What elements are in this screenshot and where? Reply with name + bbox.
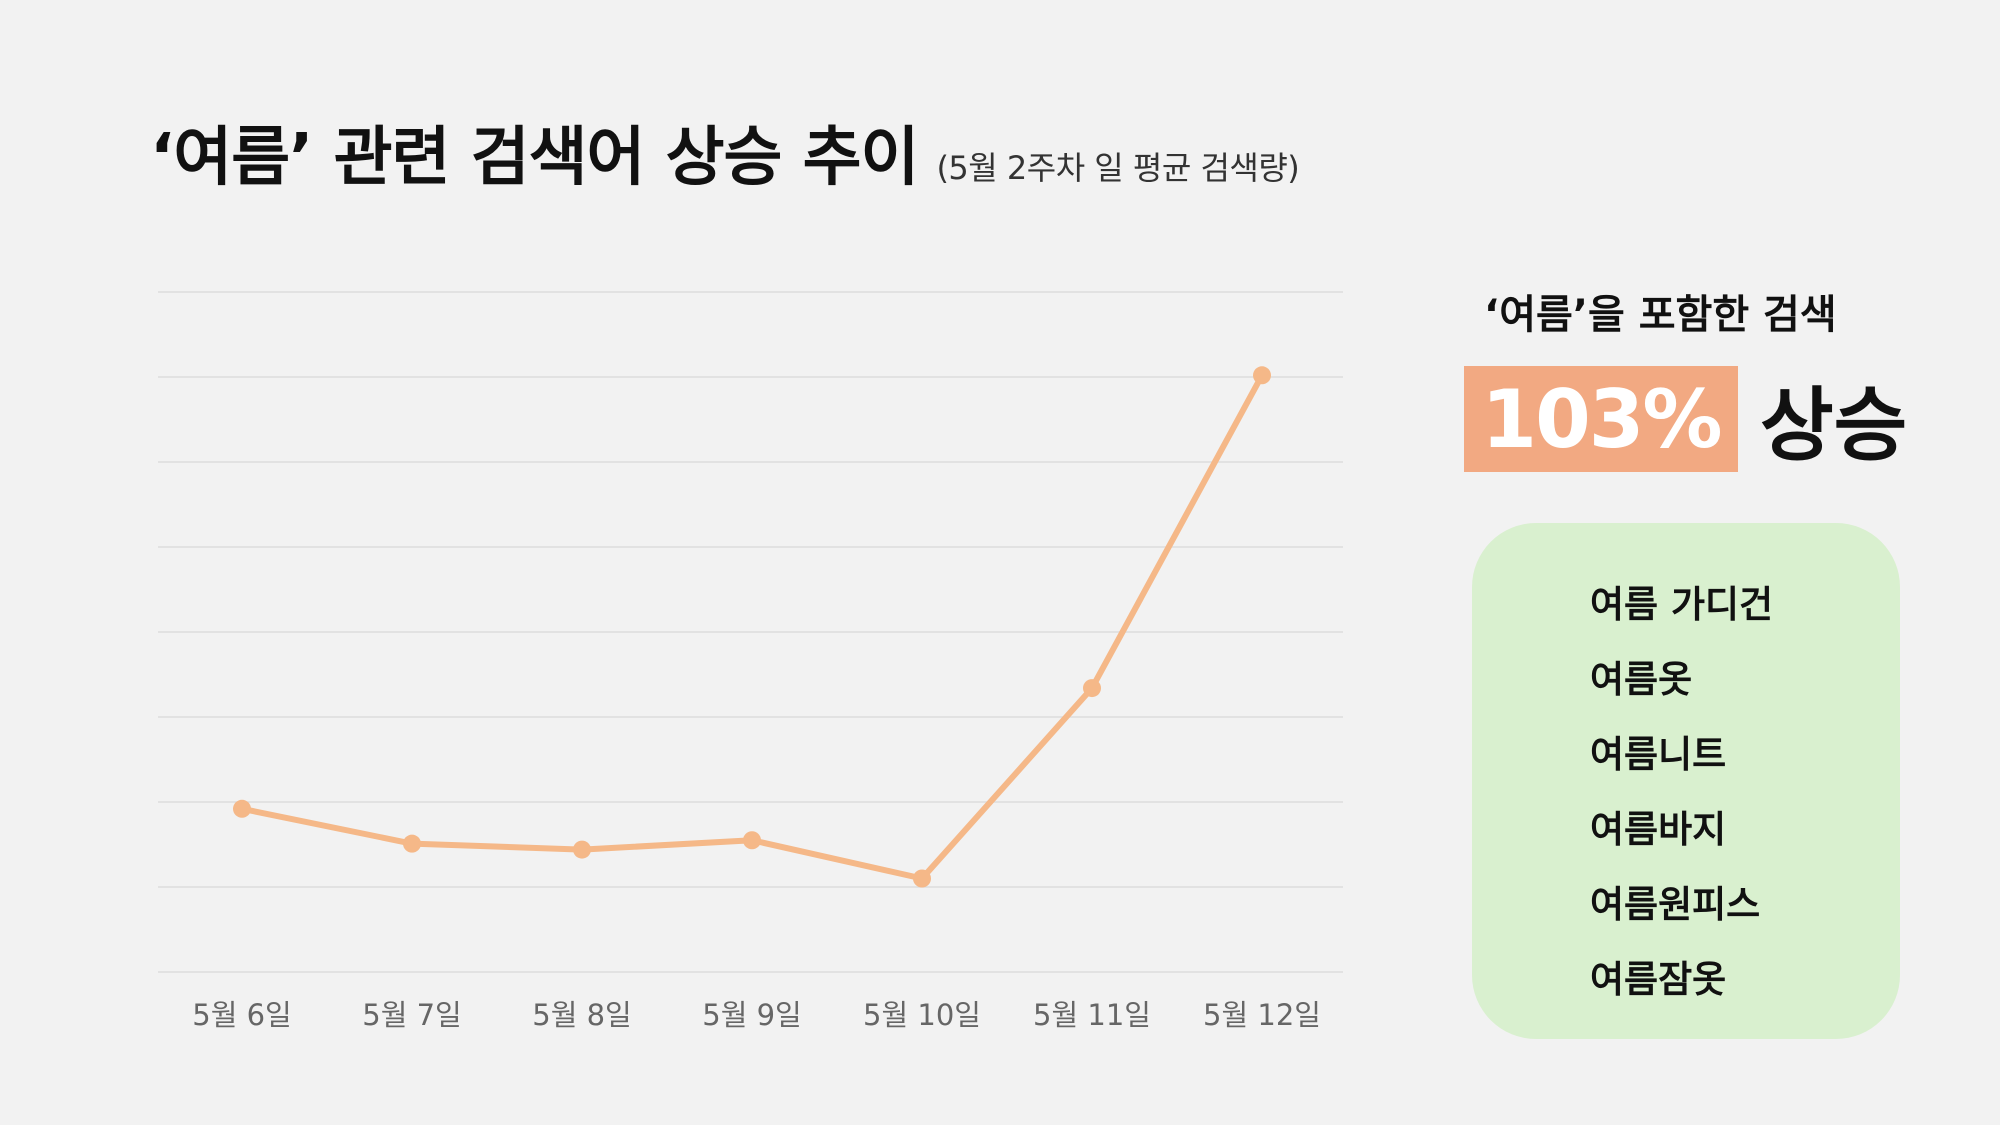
data-point [573, 840, 591, 859]
keyword-item: 여름잠옷 [1590, 958, 1727, 1001]
x-tick-label: 5월 10일 [863, 998, 981, 1032]
rise-label: 상승 [1760, 379, 1908, 472]
keyword-item: 여름 가디건 [1590, 583, 1774, 626]
percent-badge: 103% [1464, 366, 1738, 472]
x-tick-label: 5월 11일 [1033, 998, 1151, 1032]
keyword-item: 여름원피스 [1590, 883, 1761, 926]
chart-subtitle: (5월 2주차 일 평균 검색량) [936, 149, 1300, 187]
title-row: ‘여름’ 관련 검색어 상승 추이 (5월 2주차 일 평균 검색량) [150, 106, 1300, 198]
x-tick-label: 5월 12일 [1203, 998, 1321, 1032]
data-point [1083, 679, 1101, 698]
series-line [239, 372, 1265, 882]
x-tick-label: 5월 6일 [192, 998, 291, 1032]
keyword-item: 여름니트 [1590, 733, 1727, 776]
data-point [913, 869, 931, 888]
data-point [743, 831, 761, 850]
keyword-item: 여름바지 [1590, 808, 1727, 851]
keyword-panel: 여름 가디건 여름옷 여름니트 여름바지 여름원피스 여름잠옷 [1472, 523, 1900, 1039]
data-point [233, 799, 251, 818]
data-point [403, 834, 421, 853]
highlight-row: 103% 상승 [1464, 361, 1907, 477]
keyword-item: 여름옷 [1590, 658, 1693, 701]
highlight-caption: ‘여름’을 포함한 검색 [1484, 292, 1837, 338]
x-tick-label: 5월 9일 [702, 998, 801, 1032]
chart-title: ‘여름’ 관련 검색어 상승 추이 [150, 121, 919, 195]
x-tick-label: 5월 7일 [362, 998, 461, 1032]
data-point [1253, 366, 1271, 385]
x-tick-label: 5월 8일 [532, 998, 631, 1032]
keyword-list: 여름 가디건 여름옷 여름니트 여름바지 여름원피스 여름잠옷 [1590, 567, 1773, 1017]
